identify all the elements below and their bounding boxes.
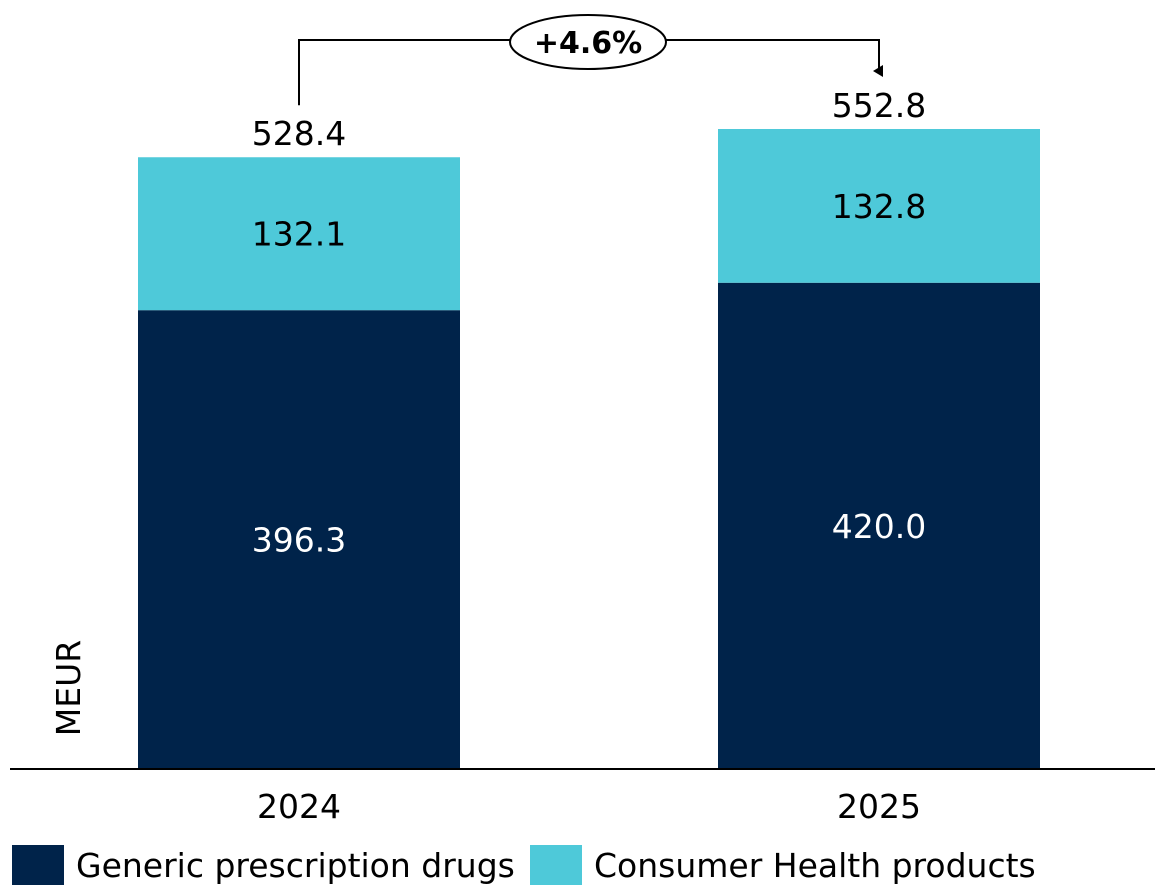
segment-value-label-2024-1: 132.1 xyxy=(252,215,346,254)
legend-entry-1: Consumer Health products xyxy=(594,846,1036,885)
bar-segment-2025-0 xyxy=(718,282,1040,769)
y-axis-label: MEUR xyxy=(49,640,88,736)
legend-swatch-0 xyxy=(12,845,64,885)
legend-entry-0: Generic prescription drugs xyxy=(76,846,515,885)
x-tick-label-2024: 2024 xyxy=(257,787,341,826)
segment-value-label-2025-1: 132.8 xyxy=(832,187,926,226)
bar-segment-2024-1 xyxy=(138,157,460,311)
x-tick-labels-group: 2024 2025 xyxy=(257,787,921,826)
bar-segment-2025-1 xyxy=(718,129,1040,283)
segment-value-label-2024-0: 396.3 xyxy=(252,521,346,560)
legend: Generic prescription drugs Consumer Healt… xyxy=(12,845,1036,885)
segment-labels-group: 396.3 132.1 420.0 132.8 xyxy=(252,187,926,560)
bars-group xyxy=(138,129,1040,769)
x-tick-label-2025: 2025 xyxy=(837,787,921,826)
segment-value-label-2025-0: 420.0 xyxy=(832,507,926,546)
growth-annotation: +4.6% xyxy=(534,26,642,61)
total-value-label-2024: 528.4 xyxy=(252,114,346,153)
bar-segment-2024-0 xyxy=(138,310,460,769)
growth-bubble xyxy=(509,14,667,70)
total-value-label-2025: 552.8 xyxy=(832,86,926,125)
total-labels-group: 528.4 552.8 xyxy=(252,86,926,153)
legend-swatch-1 xyxy=(530,845,582,885)
